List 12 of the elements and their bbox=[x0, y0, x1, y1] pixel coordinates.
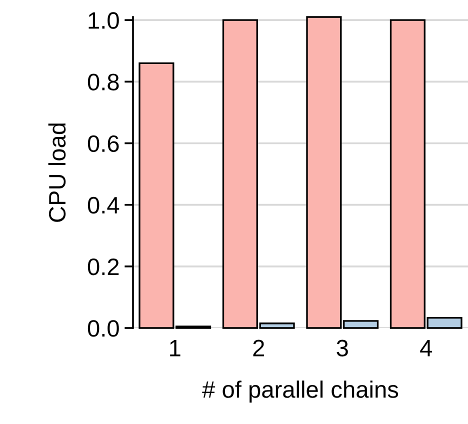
x-tick-label: 4 bbox=[420, 340, 432, 356]
y-tick-label: 0.6 bbox=[88, 135, 119, 152]
x-tick-label: 3 bbox=[336, 340, 348, 356]
y-tick-label: 0.4 bbox=[88, 196, 120, 214]
y-tick-label: 0.8 bbox=[88, 74, 119, 90]
y-tick-label: 0.2 bbox=[88, 258, 119, 276]
y-axis-title: CPU load bbox=[48, 123, 66, 222]
x-tick-label: 2 bbox=[253, 340, 264, 356]
x-axis-title: # of parallel chains bbox=[202, 380, 398, 403]
y-tick-label: 0.0 bbox=[88, 320, 119, 337]
x-tick-label: 1 bbox=[170, 340, 180, 356]
y-tick-label: 1.0 bbox=[88, 12, 119, 29]
